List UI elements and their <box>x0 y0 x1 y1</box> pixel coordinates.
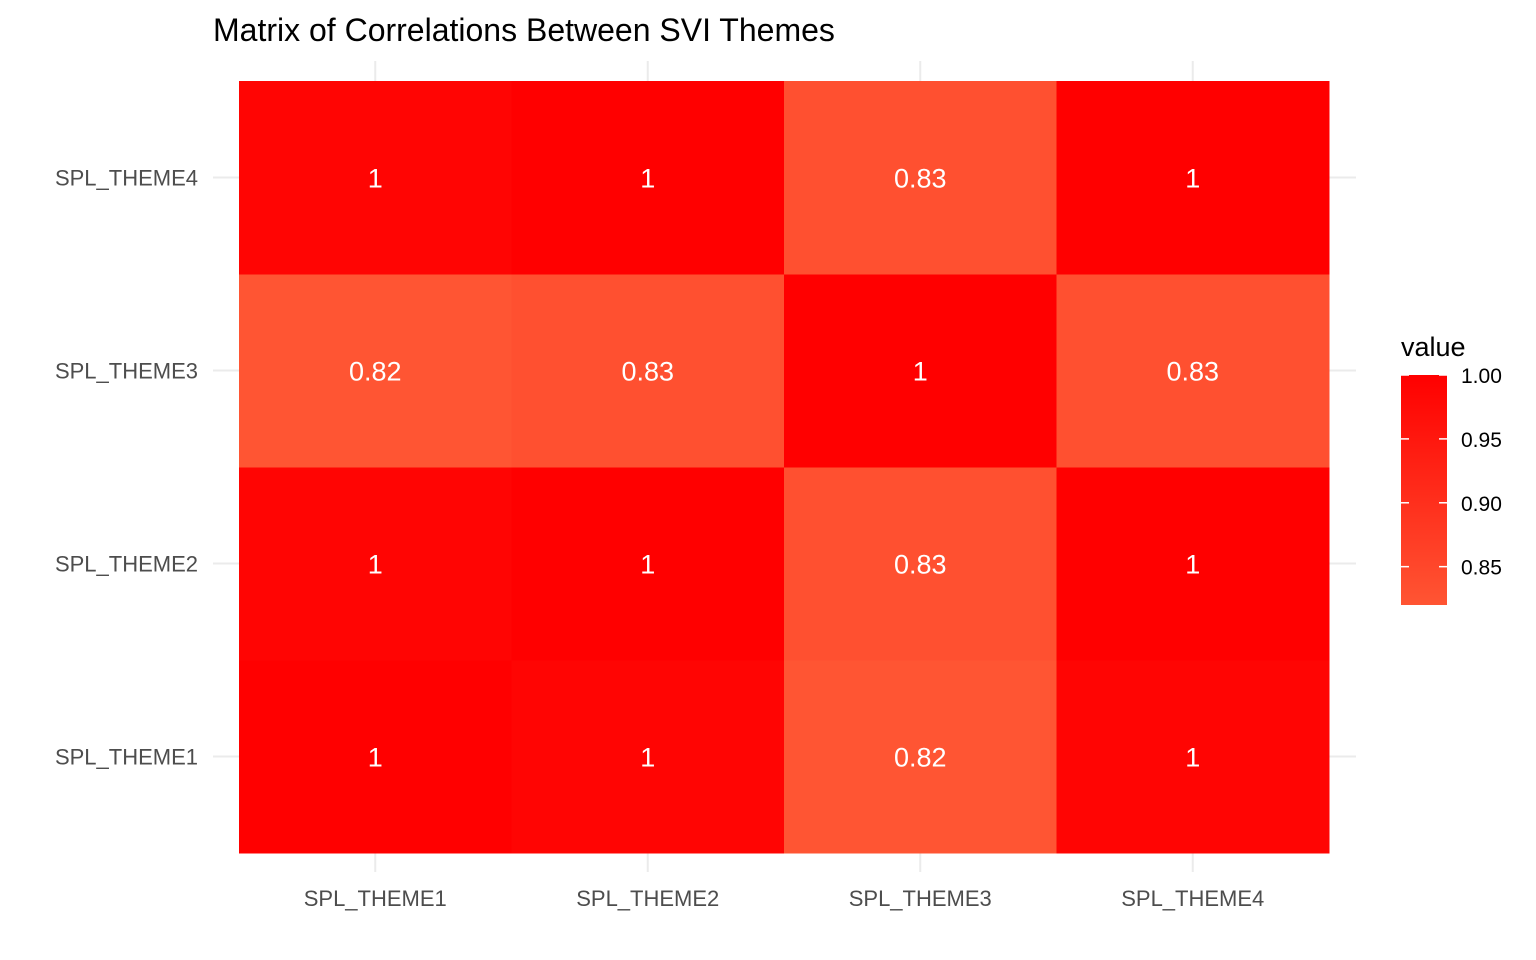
cell-value-label: 1 <box>640 550 655 580</box>
legend-colorbar <box>1401 375 1447 605</box>
legend-ticks: 1.00 0.95 0.90 0.85 <box>1401 365 1502 580</box>
y-axis: SPL_THEME1 SPL_THEME2 SPL_THEME3 SPL_THEME4 <box>55 166 198 770</box>
cell-value-label: 0.83 <box>894 550 947 580</box>
heatmap-cell <box>1056 81 1330 275</box>
cell-value-label: 0.83 <box>1166 357 1219 387</box>
x-axis: SPL_THEME1 SPL_THEME2 SPL_THEME3 SPL_THEME4 <box>304 886 1265 911</box>
cell-value-label: 0.83 <box>621 357 674 387</box>
legend-tick-label: 1.00 <box>1461 365 1502 388</box>
x-tick-label: SPL_THEME4 <box>1121 886 1264 911</box>
x-tick-label: SPL_THEME1 <box>304 886 447 911</box>
heatmap-cell <box>784 274 1057 468</box>
heatmap-cell <box>239 274 512 468</box>
heatmap-cell <box>511 274 785 468</box>
heatmap-cell <box>784 81 1057 275</box>
y-tick-label: SPL_THEME2 <box>55 552 198 577</box>
x-tick-label: SPL_THEME2 <box>576 886 719 911</box>
heatmap-cell <box>239 81 512 275</box>
cell-value-label: 1 <box>368 743 383 773</box>
heatmap-cell <box>1056 660 1330 854</box>
cell-value-label: 1 <box>1185 164 1200 194</box>
legend-title: value <box>1401 332 1466 362</box>
x-tick-label: SPL_THEME3 <box>849 886 992 911</box>
legend: value 1.00 0.95 0.90 0.85 <box>1401 332 1502 605</box>
heatmap-cell <box>784 467 1057 661</box>
heatmap-cell <box>511 467 785 661</box>
legend-tick-label: 0.95 <box>1461 429 1502 452</box>
cell-value-label: 1 <box>1185 550 1200 580</box>
cell-value-label: 0.82 <box>349 357 402 387</box>
legend-tick-label: 0.90 <box>1461 493 1502 516</box>
cell-value-label: 1 <box>640 743 655 773</box>
cell-value-label: 0.82 <box>894 743 947 773</box>
chart-title: Matrix of Correlations Between SVI Theme… <box>213 12 835 48</box>
y-tick-label: SPL_THEME3 <box>55 359 198 384</box>
y-tick-label: SPL_THEME4 <box>55 166 198 191</box>
cell-value-label: 1 <box>368 550 383 580</box>
cell-labels: 1 1 0.82 1 1 1 0.83 1 0.82 0.83 1 0.83 1 1 0.83 1 <box>349 164 1219 773</box>
cell-value-label: 1 <box>1185 743 1200 773</box>
legend-tick-label: 0.85 <box>1461 557 1502 580</box>
y-tick-label: SPL_THEME1 <box>55 745 198 770</box>
cell-value-label: 1 <box>640 164 655 194</box>
heatmap-cell <box>1056 274 1330 468</box>
cell-value-label: 1 <box>368 164 383 194</box>
cell-value-label: 1 <box>913 357 928 387</box>
heatmap-cell <box>1056 467 1330 661</box>
heatmap-cell <box>511 81 785 275</box>
cell-value-label: 0.83 <box>894 164 947 194</box>
heatmap-cells <box>239 81 1330 854</box>
heatmap-cell <box>784 660 1057 854</box>
heatmap-cell <box>511 660 785 854</box>
heatmap-cell <box>239 660 512 854</box>
heatmap-cell <box>239 467 512 661</box>
